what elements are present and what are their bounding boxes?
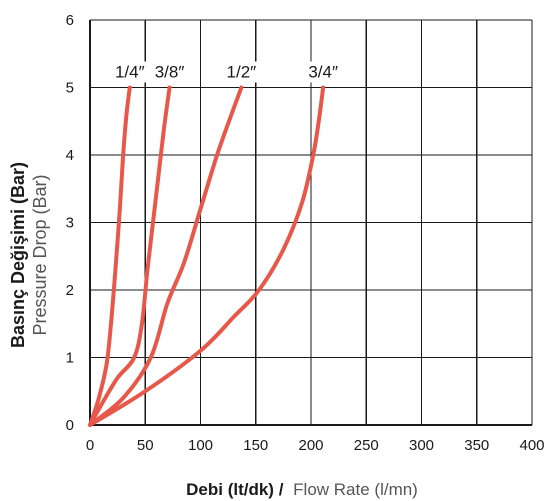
x-tick-label: 350 [464,437,489,454]
series-label-bg [151,61,188,83]
x-tick-label: 200 [298,437,323,454]
x-axis-title: Debi (lt/dk) / Flow Rate (l/mn) [186,480,418,499]
y-tick-label: 4 [66,147,74,164]
series-line-3 [88,85,244,427]
y-tick-label: 3 [66,215,74,232]
curves [88,85,326,427]
tick-labels: 0 50 100 150 200 250 300 350 400 0 1 2 3 4 5 6 [66,12,545,454]
x-tick-label: 250 [354,437,379,454]
series-label-1: 1/4″ [115,63,145,82]
y-tick-label: 0 [66,417,74,434]
x-tick-label: 0 [86,437,94,454]
x-tick-label: 400 [519,437,544,454]
series-label-3: 1/2″ [227,63,257,82]
y-tick-label: 1 [66,350,74,367]
x-axis-title-bold: Debi (lt/dk) / [186,480,284,499]
y-axis-title-light: Pressure Drop (Bar) [30,174,50,335]
x-tick-label: 150 [243,437,268,454]
grid [89,19,533,426]
y-tick-label: 2 [66,282,74,299]
series-line-4 [88,85,326,427]
x-tick-label: 50 [137,437,154,454]
series-label-bg [111,61,148,83]
y-tick-label: 5 [66,80,74,97]
x-axis-title-light: Flow Rate (l/mn) [293,480,418,499]
series-labels: 1/4″ 3/8″ 1/2″ 3/4″ [111,61,341,83]
series-line-1 [88,85,132,427]
y-tick-label: 6 [66,12,74,29]
series-label-2: 3/8″ [155,63,185,82]
x-tick-label: 300 [409,437,434,454]
series-label-4: 3/4″ [308,63,338,82]
series-label-bg [223,61,260,83]
series-label-bg [305,61,341,83]
x-tick-label: 100 [188,437,213,454]
y-axis-title-bold: Basınç Değişimi (Bar) [8,162,28,348]
series-line-2 [88,85,172,427]
